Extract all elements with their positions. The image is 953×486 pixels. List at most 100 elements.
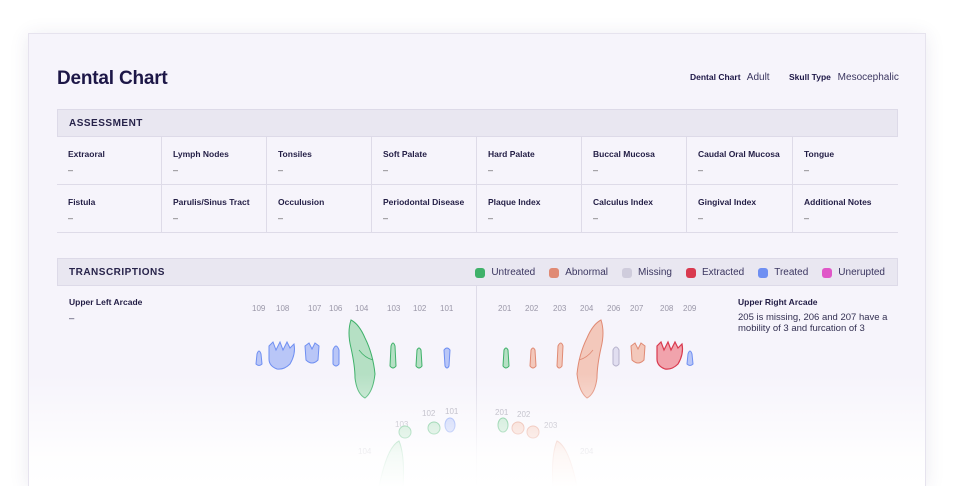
upper-left-arcade-title: Upper Left Arcade bbox=[69, 297, 143, 307]
tooth-number-201: 201 bbox=[498, 304, 512, 313]
tooth-204[interactable] bbox=[576, 319, 604, 399]
tooth-number-203: 203 bbox=[553, 304, 567, 313]
assessment-cell-gingival-index[interactable]: Gingival Index – bbox=[687, 185, 793, 233]
tooth-207[interactable] bbox=[630, 342, 646, 364]
occlusal-204[interactable] bbox=[552, 440, 578, 486]
assessment-field-label: Buccal Mucosa bbox=[593, 149, 655, 159]
assessment-cell-plaque-index[interactable]: Plaque Index – bbox=[477, 185, 582, 233]
tooth-106[interactable] bbox=[332, 345, 340, 367]
legend-label: Extracted bbox=[701, 267, 745, 278]
legend-extracted: Extracted bbox=[685, 267, 745, 278]
assessment-cell-occulusion[interactable]: Occulusion – bbox=[267, 185, 372, 233]
assessment-field-label: Fistula bbox=[68, 197, 96, 207]
tooth-number-209: 209 bbox=[683, 304, 697, 313]
legend-label: Unerupted bbox=[838, 267, 885, 278]
assessment-field-value: – bbox=[804, 213, 810, 223]
tooth-206[interactable] bbox=[612, 346, 620, 367]
dental-chart-label: Dental Chart bbox=[690, 72, 741, 82]
tooth-108[interactable] bbox=[268, 340, 295, 370]
assessment-field-value: – bbox=[173, 165, 179, 175]
tooth-number-206: 206 bbox=[607, 304, 621, 313]
assessment-cell-caudal-oral-mucosa[interactable]: Caudal Oral Mucosa – bbox=[687, 137, 793, 185]
tooth-102[interactable] bbox=[415, 347, 423, 369]
assessment-field-label: Tonsiles bbox=[278, 149, 312, 159]
tooth-number-104: 104 bbox=[355, 304, 369, 313]
transcriptions-header: TRANSCRIPTIONS Untreated Abnormal Missin… bbox=[57, 258, 898, 286]
assessment-cell-parulis[interactable]: Parulis/Sinus Tract – bbox=[162, 185, 267, 233]
assessment-field-label: Gingival Index bbox=[698, 197, 757, 207]
tooth-104[interactable] bbox=[348, 319, 376, 399]
assessment-label: ASSESSMENT bbox=[69, 118, 143, 129]
legend-label: Untreated bbox=[491, 267, 536, 278]
assessment-cell-periodontal-disease[interactable]: Periodontal Disease – bbox=[372, 185, 477, 233]
assessment-cell-hard-palate[interactable]: Hard Palate – bbox=[477, 137, 582, 185]
extracted-swatch bbox=[685, 267, 696, 278]
assessment-field-label: Additional Notes bbox=[804, 197, 872, 207]
assessment-field-label: Soft Palate bbox=[383, 149, 427, 159]
skull-type: Skull Type Mesocephalic bbox=[789, 72, 899, 83]
legend-missing: Missing bbox=[622, 267, 672, 278]
tooth-number-202: 202 bbox=[525, 304, 539, 313]
occlusal-202[interactable] bbox=[511, 421, 525, 435]
assessment-field-value: – bbox=[698, 213, 704, 223]
occlusal-201[interactable] bbox=[497, 417, 509, 433]
tooth-number-106: 106 bbox=[329, 304, 343, 313]
transcriptions-label: TRANSCRIPTIONS bbox=[69, 267, 165, 278]
assessment-field-value: – bbox=[173, 213, 179, 223]
abnormal-swatch bbox=[549, 267, 560, 278]
assessment-field-value: – bbox=[68, 213, 74, 223]
assessment-field-value: – bbox=[804, 165, 810, 175]
tooth-202[interactable] bbox=[529, 347, 537, 369]
legend-unerupted: Unerupted bbox=[822, 267, 885, 278]
assessment-field-value: – bbox=[383, 213, 389, 223]
assessment-field-value: – bbox=[488, 213, 494, 223]
assessment-cell-lymph-nodes[interactable]: Lymph Nodes – bbox=[162, 137, 267, 185]
occlusal-104[interactable] bbox=[378, 440, 404, 486]
legend-label: Missing bbox=[638, 267, 672, 278]
occlusal-101[interactable] bbox=[444, 417, 456, 433]
assessment-cell-buccal-mucosa[interactable]: Buccal Mucosa – bbox=[582, 137, 687, 185]
unerupted-swatch bbox=[822, 267, 833, 278]
dental-chart-type: Dental Chart Adult bbox=[690, 72, 770, 83]
tooth-number-108: 108 bbox=[276, 304, 290, 313]
tooth-number-101: 101 bbox=[440, 304, 454, 313]
assessment-field-value: – bbox=[698, 165, 704, 175]
tooth-number-103: 103 bbox=[387, 304, 401, 313]
status-legend: Untreated Abnormal Missing Extracted Tre… bbox=[475, 267, 885, 278]
tooth-number-107: 107 bbox=[308, 304, 322, 313]
upper-right-arcade-title: Upper Right Arcade bbox=[738, 297, 818, 307]
tooth-209[interactable] bbox=[686, 350, 694, 366]
assessment-field-label: Plaque Index bbox=[488, 197, 541, 207]
dental-chart-card: Dental Chart Dental Chart Adult Skull Ty… bbox=[28, 33, 926, 486]
tooth-number-208: 208 bbox=[660, 304, 674, 313]
tooth-103[interactable] bbox=[389, 342, 397, 369]
occlusal-103[interactable] bbox=[398, 425, 412, 439]
assessment-cell-additional-notes[interactable]: Additional Notes – bbox=[793, 185, 898, 233]
legend-abnormal: Abnormal bbox=[549, 267, 608, 278]
assessment-cell-calculus-index[interactable]: Calculus Index – bbox=[582, 185, 687, 233]
assessment-field-label: Calculus Index bbox=[593, 197, 653, 207]
assessment-field-value: – bbox=[278, 213, 284, 223]
assessment-header: ASSESSMENT bbox=[57, 109, 898, 137]
assessment-cell-tongue[interactable]: Tongue – bbox=[793, 137, 898, 185]
occlusal-203[interactable] bbox=[526, 425, 540, 439]
assessment-cell-extraoral[interactable]: Extraoral – bbox=[57, 137, 162, 185]
tooth-208[interactable] bbox=[656, 340, 684, 370]
assessment-cell-fistula[interactable]: Fistula – bbox=[57, 185, 162, 233]
occlusal-102[interactable] bbox=[427, 421, 441, 435]
assessment-field-value: – bbox=[488, 165, 494, 175]
assessment-cell-soft-palate[interactable]: Soft Palate – bbox=[372, 137, 477, 185]
tooth-number-204: 204 bbox=[580, 304, 594, 313]
legend-label: Abnormal bbox=[565, 267, 609, 278]
assessment-field-value: – bbox=[593, 213, 599, 223]
tooth-101[interactable] bbox=[443, 347, 451, 369]
legend-untreated: Untreated bbox=[475, 267, 535, 278]
tooth-203[interactable] bbox=[556, 342, 564, 369]
tooth-107[interactable] bbox=[304, 342, 320, 364]
tooth-201[interactable] bbox=[502, 347, 510, 369]
tooth-109[interactable] bbox=[255, 350, 263, 366]
assessment-field-value: – bbox=[68, 165, 74, 175]
assessment-field-label: Lymph Nodes bbox=[173, 149, 229, 159]
assessment-cell-tonsiles[interactable]: Tonsiles – bbox=[267, 137, 372, 185]
legend-label: Treated bbox=[774, 267, 809, 278]
